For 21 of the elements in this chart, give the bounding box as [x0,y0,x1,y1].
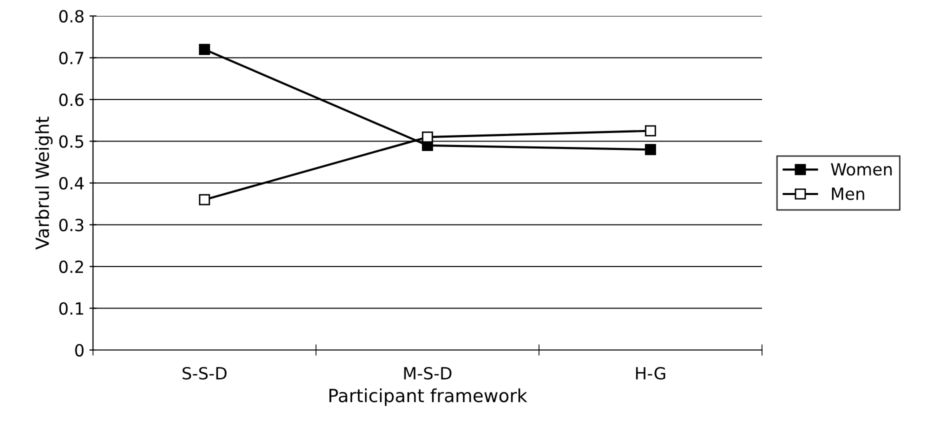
y-tick-label: 0 [75,344,84,357]
point [644,144,656,156]
y-tick-label: 0.1 [59,302,84,315]
y-tick-label: 0.6 [59,93,84,106]
legend-label: Women [830,163,892,176]
y-tick-label: 0.7 [59,52,84,64]
x-axis-title: Participant framework [329,388,528,406]
y-tick-label: 0.8 [59,10,84,23]
x-tick-label: H-G [636,366,666,380]
x-tick-label: S-S-D [182,366,227,380]
point [422,132,434,143]
y-tick-label: 0.3 [59,218,84,232]
point [198,44,210,55]
x-tick-label: M-S-D [404,366,452,380]
y-tick-label: 0.4 [59,176,84,190]
y-axis-title: Varbrul Weight [35,116,53,250]
y-tick-label: 0.2 [59,260,83,274]
legend-label: Men [832,188,864,200]
y-tick-label: 0.5 [59,135,84,148]
point [644,125,656,136]
point [198,194,210,206]
